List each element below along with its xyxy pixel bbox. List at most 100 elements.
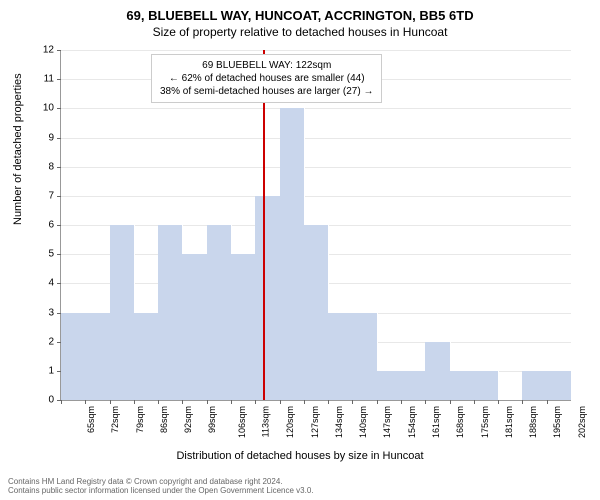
xtick-mark <box>425 400 426 404</box>
annotation-line: 69 BLUEBELL WAY: 122sqm <box>160 59 373 72</box>
ytick-label: 0 <box>24 395 54 406</box>
ytick-label: 10 <box>24 103 54 114</box>
xtick-mark <box>158 400 159 404</box>
xtick-label: 188sqm <box>528 406 538 438</box>
gridline <box>61 108 571 109</box>
xtick-mark <box>450 400 451 404</box>
xtick-mark <box>498 400 499 404</box>
xtick-label: 181sqm <box>504 406 514 438</box>
xtick-label: 79sqm <box>135 406 145 433</box>
xtick-label: 202sqm <box>577 406 587 438</box>
histogram-bar <box>450 371 475 400</box>
histogram-bar <box>401 371 426 400</box>
histogram-bar <box>134 313 159 401</box>
xtick-mark <box>182 400 183 404</box>
plot-area: 65sqm72sqm79sqm86sqm92sqm99sqm106sqm113s… <box>60 50 571 401</box>
histogram-bar <box>547 371 572 400</box>
xtick-mark <box>328 400 329 404</box>
ytick-mark <box>57 283 61 284</box>
xtick-mark <box>352 400 353 404</box>
xtick-mark <box>110 400 111 404</box>
xtick-mark <box>207 400 208 404</box>
xtick-label: 154sqm <box>407 406 417 438</box>
ytick-label: 5 <box>24 249 54 260</box>
histogram-bar <box>328 313 353 401</box>
chart-container: 69, BLUEBELL WAY, HUNCOAT, ACCRINGTON, B… <box>0 0 600 500</box>
footer-line1: Contains HM Land Registry data © Crown c… <box>8 477 314 487</box>
ytick-label: 3 <box>24 307 54 318</box>
ytick-mark <box>57 108 61 109</box>
gridline <box>61 196 571 197</box>
ytick-label: 6 <box>24 220 54 231</box>
xtick-label: 147sqm <box>382 406 392 438</box>
xtick-mark <box>522 400 523 404</box>
ytick-label: 9 <box>24 132 54 143</box>
ytick-label: 7 <box>24 190 54 201</box>
xtick-label: 99sqm <box>207 406 217 433</box>
histogram-bar <box>474 371 499 400</box>
y-axis-label: Number of detached properties <box>12 73 24 225</box>
histogram-bar <box>522 371 547 400</box>
xtick-label: 134sqm <box>334 406 344 438</box>
xtick-mark <box>280 400 281 404</box>
xtick-mark <box>474 400 475 404</box>
xtick-mark <box>231 400 232 404</box>
chart-area: 65sqm72sqm79sqm86sqm92sqm99sqm106sqm113s… <box>60 50 570 400</box>
histogram-bar <box>182 254 207 400</box>
histogram-bar <box>304 225 329 400</box>
histogram-bar <box>110 225 135 400</box>
xtick-label: 106sqm <box>237 406 247 438</box>
histogram-bar <box>377 371 402 400</box>
xtick-mark <box>255 400 256 404</box>
ytick-label: 1 <box>24 365 54 376</box>
xtick-label: 195sqm <box>552 406 562 438</box>
xtick-mark <box>85 400 86 404</box>
footer-line2: Contains public sector information licen… <box>8 486 314 496</box>
xtick-mark <box>377 400 378 404</box>
histogram-bar <box>231 254 256 400</box>
footer-attribution: Contains HM Land Registry data © Crown c… <box>8 477 314 496</box>
gridline <box>61 138 571 139</box>
annotation-box: 69 BLUEBELL WAY: 122sqm← 62% of detached… <box>151 54 382 103</box>
ytick-label: 8 <box>24 161 54 172</box>
title-description: Size of property relative to detached ho… <box>0 23 600 39</box>
histogram-bar <box>425 342 450 400</box>
xtick-label: 175sqm <box>480 406 490 438</box>
xtick-label: 86sqm <box>159 406 169 433</box>
ytick-mark <box>57 196 61 197</box>
gridline <box>61 167 571 168</box>
xtick-label: 120sqm <box>285 406 295 438</box>
xtick-label: 72sqm <box>110 406 120 433</box>
ytick-label: 12 <box>24 45 54 56</box>
gridline <box>61 50 571 51</box>
ytick-mark <box>57 138 61 139</box>
xtick-label: 140sqm <box>358 406 368 438</box>
histogram-bar <box>207 225 232 400</box>
xtick-mark <box>304 400 305 404</box>
histogram-bar <box>280 108 305 400</box>
ytick-mark <box>57 167 61 168</box>
x-axis-label: Distribution of detached houses by size … <box>0 450 600 462</box>
xtick-label: 161sqm <box>431 406 441 438</box>
histogram-bar <box>61 313 86 401</box>
annotation-line: ← 62% of detached houses are smaller (44… <box>160 72 373 85</box>
histogram-bar <box>352 313 377 401</box>
title-address: 69, BLUEBELL WAY, HUNCOAT, ACCRINGTON, B… <box>0 0 600 23</box>
ytick-mark <box>57 225 61 226</box>
histogram-bar <box>85 313 110 401</box>
histogram-bar <box>158 225 183 400</box>
xtick-label: 92sqm <box>183 406 193 433</box>
ytick-label: 2 <box>24 336 54 347</box>
ytick-mark <box>57 50 61 51</box>
xtick-label: 65sqm <box>86 406 96 433</box>
xtick-mark <box>134 400 135 404</box>
histogram-bar <box>255 196 280 400</box>
ytick-mark <box>57 254 61 255</box>
ytick-label: 11 <box>24 74 54 85</box>
xtick-mark <box>61 400 62 404</box>
xtick-label: 168sqm <box>455 406 465 438</box>
xtick-mark <box>401 400 402 404</box>
xtick-mark <box>547 400 548 404</box>
annotation-line: 38% of semi-detached houses are larger (… <box>160 85 373 98</box>
xtick-label: 113sqm <box>260 406 270 437</box>
